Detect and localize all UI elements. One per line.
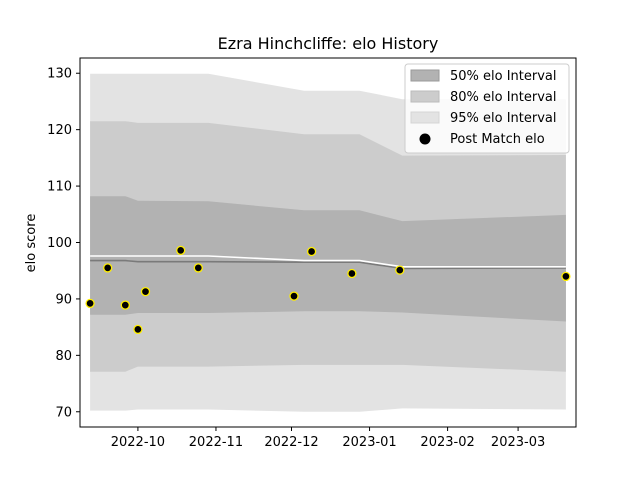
post-match-point: [347, 268, 357, 279]
post-match-point: [176, 245, 186, 256]
x-tick-label: 2022-10: [111, 435, 165, 450]
post-match-point: [103, 263, 113, 273]
legend-swatch-50: [410, 69, 440, 82]
y-tick-label: 120: [47, 123, 72, 138]
legend-label-50: 50% elo Interval: [450, 69, 557, 84]
post-match-point: [395, 265, 405, 275]
legend-label-80: 80% elo Interval: [450, 90, 557, 105]
post-match-point: [561, 271, 571, 282]
legend-marker-post-match: [419, 133, 431, 145]
x-axis: 2022-10 2022-11 2022-12 2023-01 2023-02 2023-…: [111, 427, 545, 450]
y-tick-label: 70: [55, 405, 72, 420]
post-match-point: [140, 286, 151, 297]
y-tick-label: 110: [47, 180, 72, 195]
legend-swatch-95: [410, 111, 440, 124]
mean-line: [90, 255, 566, 268]
y-axis-label: elo score: [24, 214, 39, 273]
y-tick-label: 100: [47, 236, 72, 251]
y-tick-label: 90: [55, 292, 72, 307]
plot-area: [85, 73, 571, 412]
x-tick-label: 2023-02: [420, 435, 474, 450]
x-tick-label: 2022-12: [264, 435, 318, 450]
y-tick-label: 80: [55, 349, 72, 364]
legend-label-post-match: Post Match elo: [450, 132, 545, 147]
post-match-point: [306, 246, 317, 257]
post-match-point: [85, 298, 95, 309]
post-match-point: [133, 324, 143, 335]
x-tick-label: 2023-03: [491, 435, 545, 450]
post-match-point: [193, 263, 203, 273]
legend: 50% elo Interval 80% elo Interval 95% el…: [404, 63, 570, 154]
median-line: [90, 259, 566, 270]
post-match-point: [289, 291, 299, 301]
band-50: [90, 196, 566, 322]
x-tick-label: 2022-11: [189, 435, 243, 450]
post-match-point: [120, 300, 130, 310]
y-axis: 70 80 90 100 110 120 130: [47, 67, 80, 420]
legend-label-95: 95% elo Interval: [450, 111, 557, 126]
legend-swatch-80: [410, 90, 440, 103]
legend-frame: [404, 63, 570, 154]
x-tick-label: 2023-01: [342, 435, 396, 450]
y-tick-label: 130: [47, 67, 72, 82]
chart-title: Ezra Hinchcliffe: elo History: [218, 34, 439, 53]
